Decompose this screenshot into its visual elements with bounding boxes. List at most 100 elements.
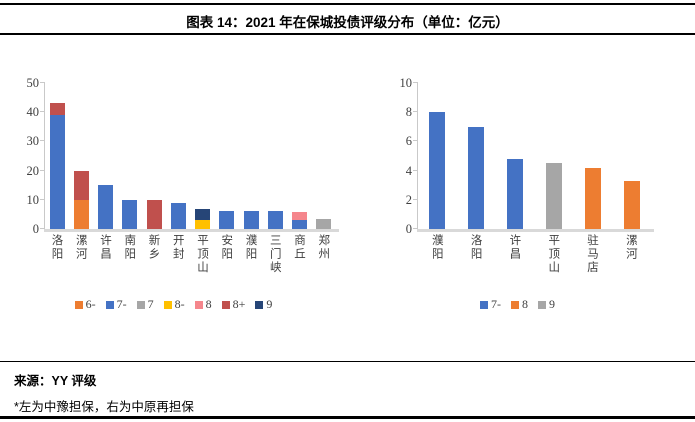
bar-安阳: [219, 211, 235, 229]
x-axis-line: [44, 229, 339, 232]
bar-洛阳: [49, 103, 65, 229]
bar-segment: [98, 185, 114, 229]
x-axis-labels: 濮阳 洛阳 许昌 平顶山 驻马店 漯河: [417, 234, 650, 294]
bar-slot: [191, 83, 215, 229]
legend-swatch: [538, 300, 546, 309]
bar-slot: [69, 83, 93, 229]
y-tick-label: 6: [405, 134, 412, 149]
bar-segment: [267, 211, 283, 229]
y-tick-mark: [413, 140, 418, 142]
x-category-label: 商丘: [292, 234, 305, 261]
bar-slot: [215, 83, 239, 229]
legend-item: 8: [511, 297, 528, 312]
y-tick-mark: [40, 169, 45, 171]
x-category-label: 漯河: [74, 234, 87, 261]
x-category-label: 南阳: [123, 234, 136, 261]
legend-label: 6-: [85, 297, 96, 311]
legend-swatch: [105, 300, 114, 309]
bar-开封: [170, 202, 186, 229]
plot-area: 0 10 20 30 40 50: [27, 76, 339, 236]
x-label-slot: 新乡: [141, 234, 165, 294]
bar-segment: [219, 211, 235, 229]
bar-slot: [573, 83, 612, 229]
bar-segment: [195, 208, 211, 221]
y-tick-label: 50: [26, 76, 40, 90]
y-tick-mark: [40, 198, 45, 200]
bar-濮阳: [243, 211, 259, 229]
bar-segment: [49, 103, 65, 116]
bar-slot: [166, 83, 190, 229]
x-category-label: 濮阳: [244, 234, 257, 261]
bar-segment: [122, 199, 138, 229]
x-category-label: 洛阳: [50, 234, 63, 261]
y-tick-mark: [40, 140, 45, 142]
x-category-label: 平顶山: [195, 234, 208, 275]
y-tick-mark: [413, 82, 418, 83]
legend-item: 8-: [163, 297, 185, 312]
bar-郑州: [316, 218, 332, 229]
x-label-slot: 平顶山: [190, 234, 214, 294]
legend-swatch: [511, 300, 519, 309]
x-axis-labels: 洛阳 漯河 许昌 南阳 新乡 开封 平顶山 安阳 濮阳 三门峡 商丘 郑州: [44, 234, 335, 294]
legend-label: 7-: [116, 297, 127, 311]
y-tick-mark: [413, 228, 418, 229]
y-tick-label: 20: [26, 163, 40, 178]
bar-漯河: [73, 170, 89, 229]
legend-label: 9: [549, 297, 555, 311]
bar-segment: [73, 199, 89, 229]
x-label-slot: 开封: [165, 234, 189, 294]
bar-三门峡: [267, 211, 283, 229]
bar-slot: [312, 83, 336, 229]
bar-segment: [507, 158, 524, 229]
left-chart: 0 10 20 30 40 50 洛阳 漯河 许昌 南阳 新乡 开封 平顶山 安阳 濮阳 三门峡 商丘 郑州 6- 7…: [12, 60, 339, 312]
legend-swatch: [194, 300, 203, 309]
legend-label: 8: [522, 297, 528, 311]
bar-平顶山: [545, 163, 562, 229]
bars-group: [418, 83, 651, 229]
bar-segment: [170, 202, 186, 229]
x-category-label: 许昌: [98, 234, 111, 261]
bar-濮阳: [429, 112, 446, 229]
footnote-text: *左为中豫担保，右为中原再担保: [14, 400, 194, 414]
x-label-slot: 漯河: [68, 234, 92, 294]
bar-segment: [623, 180, 640, 229]
legend-item: 9: [255, 297, 272, 312]
bar-slot: [288, 83, 312, 229]
x-axis-line: [417, 229, 654, 232]
x-label-slot: 平顶山: [533, 234, 572, 294]
x-category-label: 三门峡: [268, 234, 281, 275]
legend-swatch: [221, 300, 230, 309]
bar-segment: [584, 167, 601, 229]
y-tick-mark: [40, 111, 45, 113]
x-label-slot: 驻马店: [572, 234, 611, 294]
bar-slot: [239, 83, 263, 229]
x-category-label: 郑州: [317, 234, 330, 261]
top-rule: [0, 3, 695, 5]
x-category-label: 洛阳: [469, 234, 482, 261]
bar-洛阳: [468, 126, 485, 229]
bar-segment: [292, 211, 308, 221]
bar-slot: [612, 83, 651, 229]
legend-item: 6-: [74, 297, 96, 312]
legend-item: 8+: [221, 297, 245, 312]
bar-segment: [195, 220, 211, 229]
bar-segment: [468, 126, 485, 229]
y-tick-label: 2: [405, 192, 412, 207]
legend-label: 8: [205, 297, 212, 311]
x-label-slot: 洛阳: [456, 234, 495, 294]
x-label-slot: 濮阳: [417, 234, 456, 294]
y-tick-label: 0: [405, 222, 412, 236]
title-rule: [0, 33, 695, 35]
legend-swatch: [480, 300, 488, 309]
bar-segment: [146, 199, 162, 229]
source-text: 来源：YY 评级: [14, 374, 97, 388]
bar-平顶山: [195, 208, 211, 229]
x-label-slot: 商丘: [287, 234, 311, 294]
bar-slot: [534, 83, 573, 229]
legend-label: 8-: [174, 297, 185, 311]
bar-slot: [45, 83, 69, 229]
bars-group: [45, 83, 336, 229]
bar-segment: [429, 112, 446, 229]
y-tick-label: 10: [26, 192, 40, 207]
y-tick-mark: [413, 169, 418, 171]
